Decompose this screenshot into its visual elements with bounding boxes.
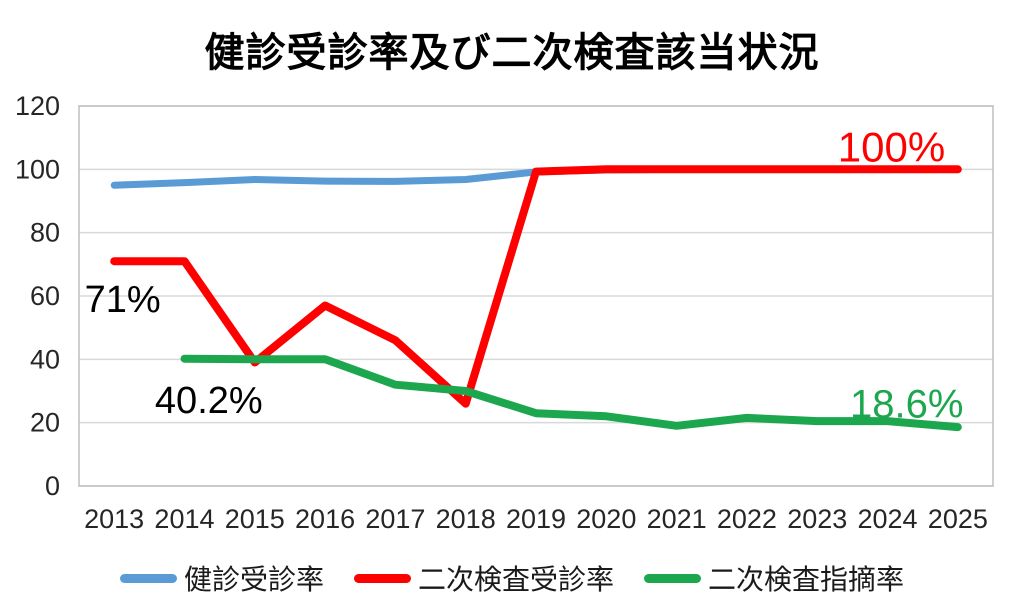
y-axis-tick-label: 20 bbox=[30, 408, 60, 438]
y-axis-tick-label: 0 bbox=[45, 471, 60, 501]
x-axis-tick-label: 2022 bbox=[717, 504, 777, 534]
legend-swatch-blue-line-icon bbox=[119, 573, 177, 583]
annotation-18.6%: 18.6% bbox=[850, 383, 963, 427]
x-axis-tick-label: 2014 bbox=[154, 504, 214, 534]
chart-title: 健診受診率及び二次検査該当状況 bbox=[204, 31, 820, 75]
chart-line-secondary-exam-flag-rate bbox=[180, 354, 962, 432]
x-axis-tick-label: 2018 bbox=[436, 504, 496, 534]
x-axis-tick-label: 2015 bbox=[225, 504, 285, 534]
legend-item-checkup-rate: 健診受診率 bbox=[119, 558, 324, 598]
x-axis-tick-label: 2025 bbox=[928, 504, 988, 534]
annotation-100%: 100% bbox=[838, 124, 945, 171]
plot-border bbox=[78, 105, 994, 487]
annotation-71%: 71% bbox=[85, 279, 161, 321]
x-axis-tick-label: 2016 bbox=[295, 504, 355, 534]
x-axis-tick-label: 2019 bbox=[506, 504, 566, 534]
legend-swatch-green-line-icon bbox=[644, 573, 701, 583]
legend-item-secondary-exam-flag-rate: 二次検査指摘率 bbox=[644, 558, 904, 598]
chart-line-secondary-exam-attendance-rate bbox=[110, 165, 962, 408]
x-axis-tick-label: 2020 bbox=[576, 504, 636, 534]
x-axis-tick-label: 2017 bbox=[365, 504, 425, 534]
legend-label: 二次検査指摘率 bbox=[708, 564, 905, 595]
x-axis-tick-label: 2013 bbox=[84, 504, 144, 534]
y-axis-tick-label: 80 bbox=[30, 218, 60, 248]
annotation-40.2%: 40.2% bbox=[155, 380, 263, 422]
legend-label: 健診受診率 bbox=[183, 564, 324, 595]
legend-item-secondary-exam-attendance-rate: 二次検査受診率 bbox=[353, 558, 614, 598]
y-axis-tick-label: 40 bbox=[30, 344, 60, 374]
y-axis-tick-label: 120 bbox=[15, 91, 60, 121]
legend-swatch-red-line-icon bbox=[353, 573, 411, 583]
chart-legend: 健診受診率 二次検査受診率 二次検査指摘率 bbox=[0, 558, 1024, 598]
y-axis-tick-label: 100 bbox=[15, 154, 60, 184]
legend-label: 二次検査受診率 bbox=[417, 564, 614, 595]
x-axis-tick-label: 2024 bbox=[857, 504, 917, 534]
y-axis-tick-label: 60 bbox=[30, 281, 60, 311]
x-axis-tick-label: 2023 bbox=[787, 504, 847, 534]
x-axis-tick-label: 2021 bbox=[647, 504, 707, 534]
